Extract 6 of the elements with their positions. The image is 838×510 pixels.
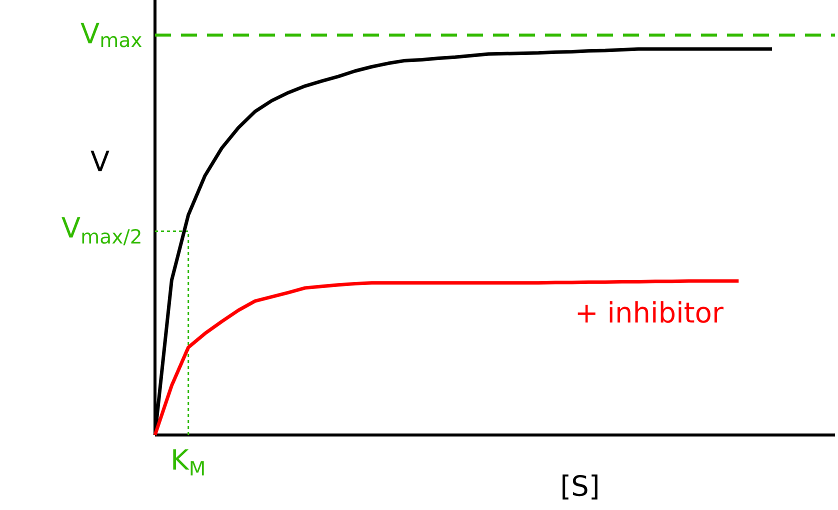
ref-line-label: V$_{max/2}$ [62, 217, 140, 246]
series-label: + inhibitor [578, 301, 724, 323]
x-axis-title: [S] [562, 474, 598, 500]
text: K$_{M}$ [173, 449, 204, 476]
ref-line-label: V$_{max}$ [80, 22, 142, 48]
y-axis-title: V [90, 150, 110, 172]
